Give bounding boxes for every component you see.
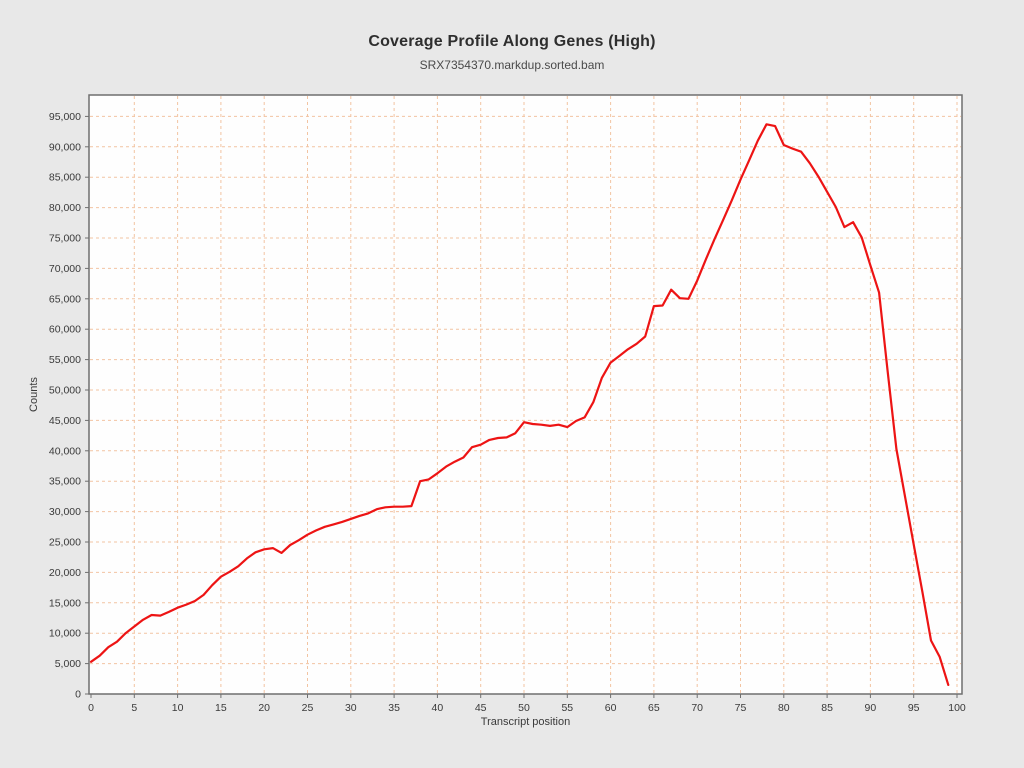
x-tick-label: 90 bbox=[865, 702, 877, 714]
x-tick-label: 75 bbox=[735, 702, 747, 714]
y-tick-label: 45,000 bbox=[49, 415, 81, 427]
y-tick-label: 15,000 bbox=[49, 597, 81, 609]
x-tick-label: 70 bbox=[691, 702, 703, 714]
x-tick-label: 85 bbox=[821, 702, 833, 714]
y-tick-label: 75,000 bbox=[49, 233, 81, 245]
y-tick-label: 30,000 bbox=[49, 506, 81, 518]
y-axis-label: Counts bbox=[28, 377, 40, 412]
plot-area bbox=[89, 95, 962, 694]
x-tick-label: 65 bbox=[648, 702, 660, 714]
plot-border bbox=[88, 94, 963, 695]
y-tick-label: 0 bbox=[75, 689, 81, 701]
y-tick-label: 95,000 bbox=[49, 111, 81, 123]
chart-subtitle: SRX7354370.markdup.sorted.bam bbox=[419, 58, 605, 72]
x-tick-label: 0 bbox=[88, 702, 94, 714]
chart-title: Coverage Profile Along Genes (High) bbox=[368, 33, 656, 50]
x-tick-label: 95 bbox=[908, 702, 920, 714]
x-tick-label: 5 bbox=[131, 702, 137, 714]
x-tick-label: 15 bbox=[215, 702, 227, 714]
y-tick-label: 55,000 bbox=[49, 354, 81, 366]
y-tick-label: 5,000 bbox=[55, 658, 81, 670]
y-tick-label: 10,000 bbox=[49, 628, 81, 640]
y-tick-label: 35,000 bbox=[49, 476, 81, 488]
y-tick-label: 70,000 bbox=[49, 263, 81, 275]
y-tick-label: 20,000 bbox=[49, 567, 81, 579]
y-tick-label: 85,000 bbox=[49, 172, 81, 184]
x-tick-label: 50 bbox=[518, 702, 530, 714]
x-tick-label: 30 bbox=[345, 702, 357, 714]
x-tick-label: 20 bbox=[258, 702, 270, 714]
y-tick-label: 60,000 bbox=[49, 324, 81, 336]
coverage-line bbox=[89, 123, 950, 687]
x-tick-label: 35 bbox=[388, 702, 400, 714]
y-tick-label: 25,000 bbox=[49, 537, 81, 549]
y-tick-label: 80,000 bbox=[49, 202, 81, 214]
x-tick-label: 100 bbox=[948, 702, 966, 714]
y-tick-label: 90,000 bbox=[49, 141, 81, 153]
x-tick-label: 60 bbox=[605, 702, 617, 714]
x-tick-label: 55 bbox=[561, 702, 573, 714]
x-axis-label: Transcript position bbox=[481, 716, 570, 728]
y-tick-label: 50,000 bbox=[49, 385, 81, 397]
x-tick-label: 40 bbox=[432, 702, 444, 714]
y-tick-label: 65,000 bbox=[49, 293, 81, 305]
y-tick-label: 40,000 bbox=[49, 445, 81, 457]
x-tick-label: 45 bbox=[475, 702, 487, 714]
x-tick-label: 80 bbox=[778, 702, 790, 714]
x-tick-label: 25 bbox=[302, 702, 314, 714]
x-tick-label: 10 bbox=[172, 702, 184, 714]
